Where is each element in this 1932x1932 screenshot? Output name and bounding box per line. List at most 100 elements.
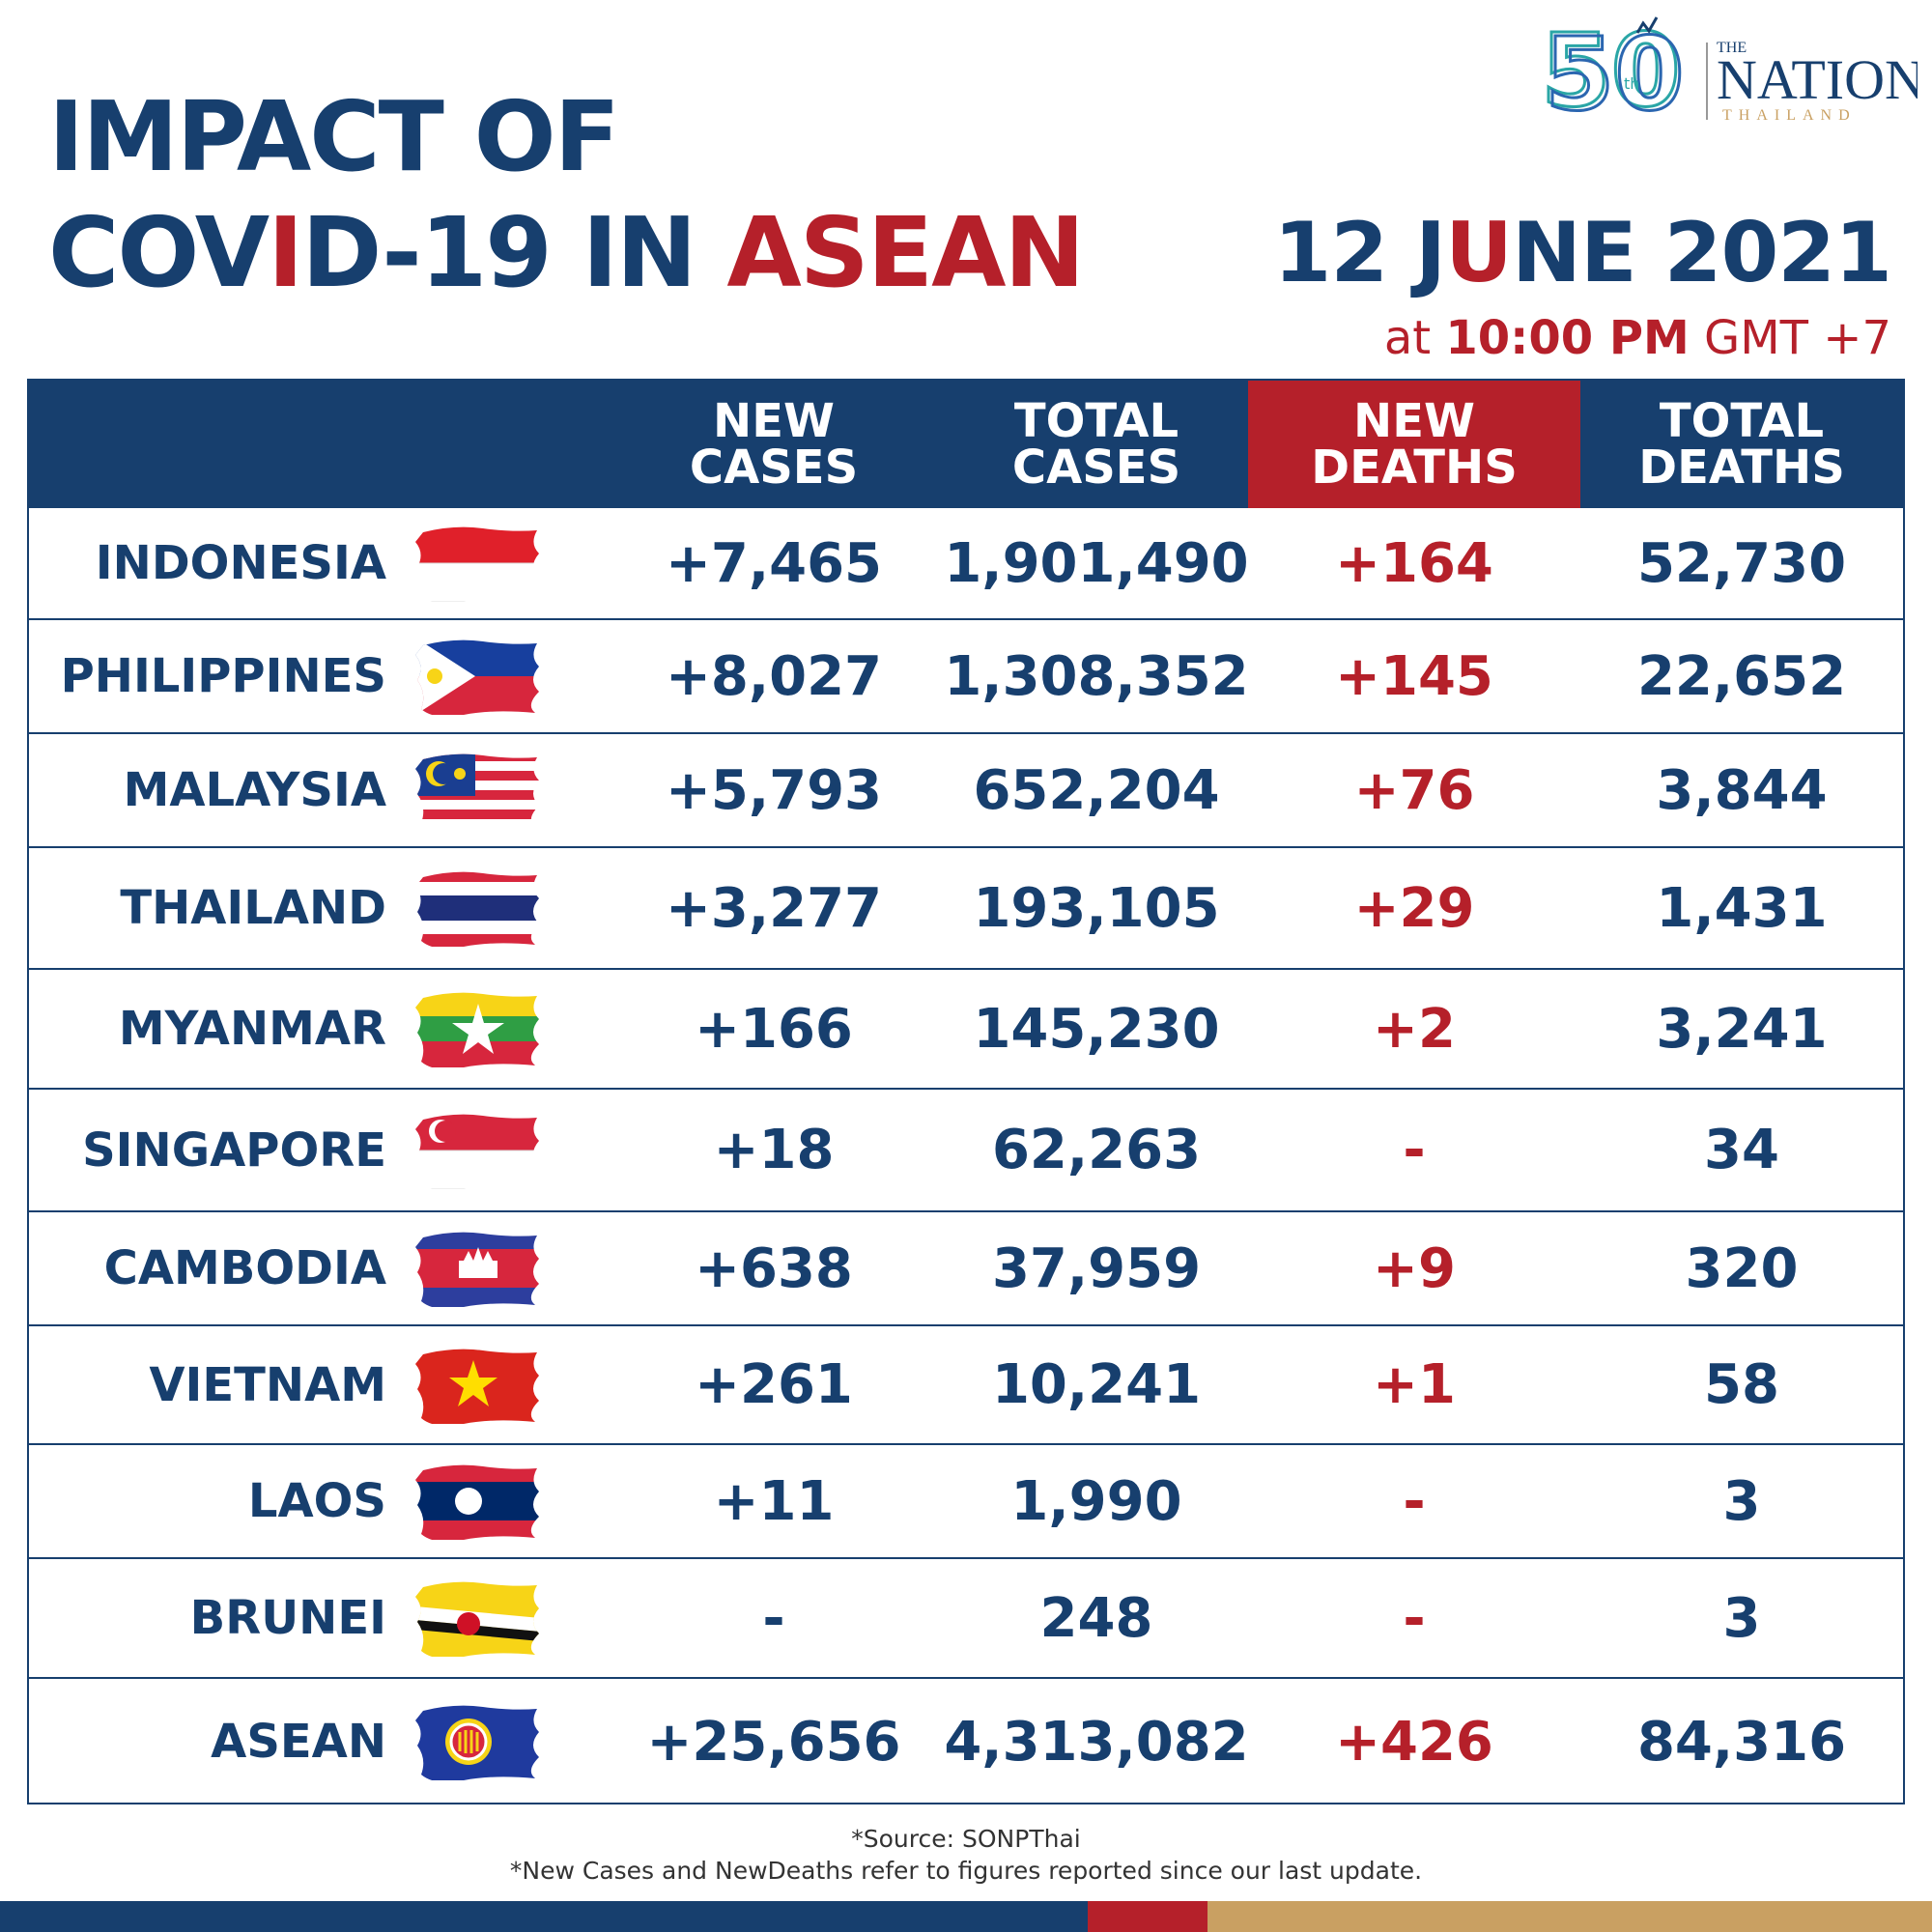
new-deaths-cell: +2 — [1373, 997, 1456, 1061]
thailand-flag-icon — [415, 869, 541, 951]
total-deaths-cell: 3 — [1722, 1586, 1761, 1650]
total-deaths-cell: 3,844 — [1656, 758, 1828, 822]
new-cases-cell: +7,465 — [665, 531, 883, 595]
new-deaths-cell: +426 — [1335, 1710, 1493, 1774]
new-cases-cell: +3,277 — [665, 876, 883, 940]
total-deaths-cell: 58 — [1704, 1353, 1779, 1416]
footnote: *New Cases and NewDeaths refer to figure… — [509, 1857, 1423, 1885]
new-deaths-cell: +1 — [1373, 1353, 1456, 1416]
total-cases-cell: 652,204 — [973, 758, 1220, 822]
title-line-2: COVID-19 IN ASEAN — [48, 196, 1085, 309]
header-total-cases: TOTAL CASES — [1011, 394, 1181, 495]
new-deaths-cell: - — [1403, 1586, 1426, 1650]
title-line-1: IMPACT OF — [48, 80, 620, 193]
svg-text:50: 50 — [1545, 15, 1685, 129]
total-deaths-cell: 52,730 — [1636, 531, 1847, 595]
header-new-cases: NEW CASES — [689, 394, 859, 495]
asean-flag-icon — [415, 1703, 541, 1784]
new-deaths-cell: +145 — [1335, 644, 1493, 708]
new-cases-cell: +11 — [713, 1469, 835, 1533]
total-cases-cell: 1,308,352 — [944, 644, 1249, 708]
report-time: at 10:00 PM GMT +7 — [1383, 311, 1891, 365]
table-row: ASEAN +25,656 4,313,082 +426 84,316 — [29, 1679, 1903, 1804]
cambodia-flag-icon — [415, 1230, 541, 1311]
new-cases-cell: +638 — [695, 1236, 853, 1300]
table-row: THAILAND +3,277 193,105 +29 1,431 — [29, 848, 1903, 970]
country-name: LAOS — [247, 1474, 386, 1528]
page-title: IMPACT OF COVID-19 IN ASEAN — [48, 79, 1085, 311]
table-row: VIETNAM +261 10,241 +1 58 — [29, 1326, 1903, 1445]
total-deaths-cell: 3 — [1722, 1469, 1761, 1533]
svg-text:50: 50 — [1541, 14, 1681, 129]
country-name: INDONESIA — [95, 536, 386, 590]
new-deaths-cell: - — [1403, 1469, 1426, 1533]
table-row: MALAYSIA +5,793 652,204 +76 3,844 — [29, 734, 1903, 848]
total-cases-cell: 193,105 — [973, 876, 1220, 940]
total-deaths-cell: 22,652 — [1636, 644, 1847, 708]
table-row: CAMBODIA +638 37,959 +9 320 — [29, 1212, 1903, 1326]
new-deaths-cell: +29 — [1353, 876, 1475, 940]
myanmar-flag-icon — [415, 990, 541, 1071]
nation-thailand-logo: 50 50 th THE NATION THAILAND — [1541, 14, 1918, 129]
total-deaths-cell: 1,431 — [1656, 876, 1828, 940]
total-cases-cell: 248 — [1039, 1586, 1153, 1650]
footer-stripe-navy — [0, 1901, 1088, 1932]
table-row: SINGAPORE +18 62,263 - 34 — [29, 1090, 1903, 1212]
total-cases-cell: 145,230 — [973, 997, 1220, 1061]
table-row: LAOS +11 1,990 - 3 — [29, 1445, 1903, 1559]
singapore-flag-icon — [415, 1112, 541, 1193]
total-cases-cell: 1,990 — [1010, 1469, 1182, 1533]
table-row: PHILIPPINES +8,027 1,308,352 +145 22,652 — [29, 620, 1903, 734]
table-row: INDONESIA +7,465 1,901,490 +164 52,730 — [29, 508, 1903, 620]
total-cases-cell: 37,959 — [991, 1236, 1202, 1300]
new-cases-cell: +25,656 — [646, 1710, 901, 1774]
table-row: BRUNEI - 248 - 3 — [29, 1559, 1903, 1679]
svg-text:NATION: NATION — [1717, 48, 1918, 111]
new-deaths-cell: +164 — [1335, 531, 1493, 595]
header-total-deaths: TOTAL DEATHS — [1638, 394, 1845, 495]
anniversary-50-icon: 50 50 th — [1541, 14, 1686, 129]
footer-stripe-red — [1088, 1901, 1208, 1932]
new-deaths-cell: - — [1403, 1119, 1426, 1181]
svg-text:th: th — [1624, 74, 1639, 93]
total-cases-cell: 1,901,490 — [944, 531, 1249, 595]
country-name: ASEAN — [211, 1715, 386, 1769]
total-cases-cell: 62,263 — [991, 1119, 1202, 1181]
country-name: VIETNAM — [149, 1357, 386, 1412]
new-cases-cell: +166 — [695, 997, 853, 1061]
new-deaths-cell: +9 — [1373, 1236, 1456, 1300]
svg-text:THE: THE — [1717, 40, 1747, 56]
new-deaths-cell: +76 — [1353, 758, 1475, 822]
covid-table: NEW CASES TOTAL CASES NEW DEATHS TOTAL DEATH… — [27, 379, 1905, 1804]
country-name: THAILAND — [120, 881, 386, 935]
new-cases-cell: +261 — [695, 1353, 853, 1416]
table-header: NEW CASES TOTAL CASES NEW DEATHS TOTAL DEATH… — [29, 381, 1903, 508]
malaysia-flag-icon — [415, 752, 541, 833]
total-deaths-cell: 320 — [1685, 1236, 1799, 1300]
brunei-flag-icon — [415, 1579, 541, 1661]
new-cases-cell: +18 — [713, 1119, 835, 1181]
total-cases-cell: 4,313,082 — [944, 1710, 1249, 1774]
total-deaths-cell: 34 — [1704, 1119, 1779, 1181]
footer-stripe-gold — [1208, 1901, 1932, 1932]
source-note: *Source: SONPThai — [851, 1825, 1081, 1853]
total-deaths-cell: 3,241 — [1656, 997, 1828, 1061]
vietnam-flag-icon — [415, 1347, 541, 1428]
total-cases-cell: 10,241 — [991, 1353, 1202, 1416]
new-cases-cell: +5,793 — [665, 758, 883, 822]
country-name: MYANMAR — [118, 1002, 386, 1056]
country-name: CAMBODIA — [103, 1241, 386, 1295]
country-name: BRUNEI — [189, 1591, 386, 1645]
svg-text:THAILAND: THAILAND — [1722, 107, 1857, 124]
header-new-deaths: NEW DEATHS — [1248, 381, 1580, 508]
country-name: PHILIPPINES — [60, 649, 386, 703]
laos-flag-icon — [415, 1463, 541, 1544]
new-cases-cell: +8,027 — [665, 644, 883, 708]
indonesia-flag-icon — [415, 525, 541, 606]
table-row: MYANMAR +166 145,230 +2 3,241 — [29, 970, 1903, 1090]
country-name: MALAYSIA — [123, 763, 386, 817]
country-name: SINGAPORE — [82, 1122, 386, 1178]
total-deaths-cell: 84,316 — [1636, 1710, 1847, 1774]
new-cases-cell: - — [762, 1586, 785, 1650]
report-date: 12 JUNE 2021 — [1273, 205, 1893, 301]
